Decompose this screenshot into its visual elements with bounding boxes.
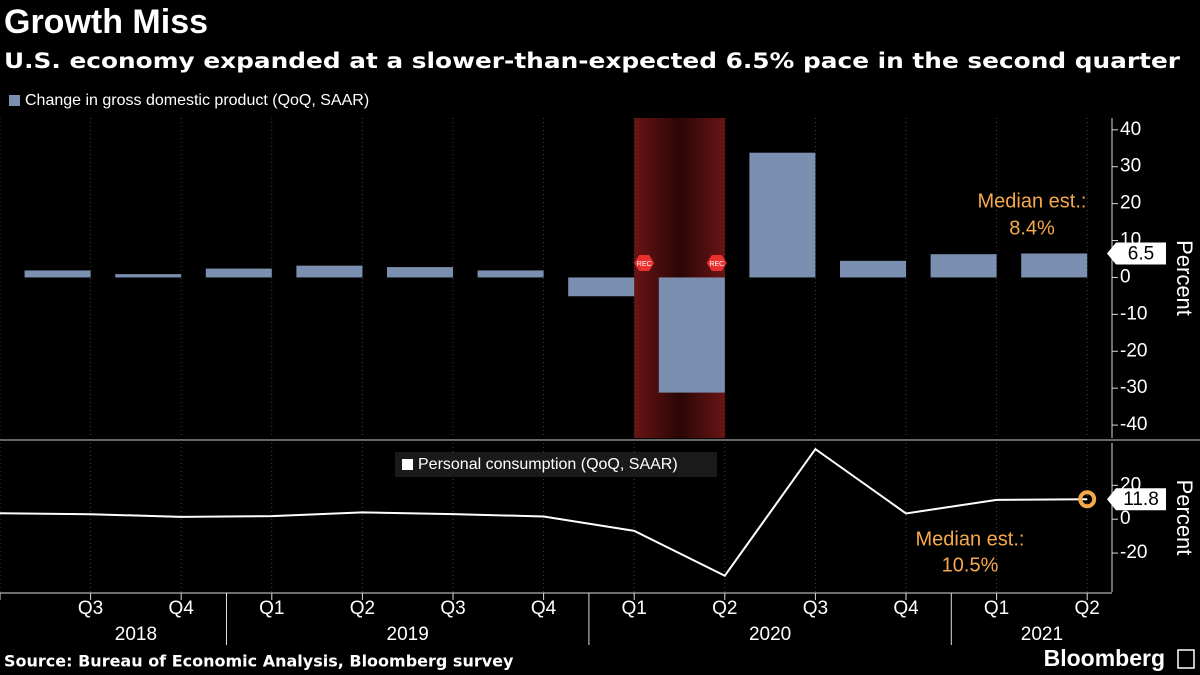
x-tick-label: Q1 <box>984 598 1009 619</box>
x-tick-label: Q3 <box>803 598 828 619</box>
y-tick-label: 0 <box>1120 508 1131 529</box>
year-label: 2021 <box>1021 624 1063 645</box>
annotation: Median est.: <box>978 190 1087 212</box>
recession-label: REC <box>637 261 652 268</box>
legend-label: Change in gross domestic product (QoQ, S… <box>25 92 369 109</box>
recession-marker <box>706 255 727 271</box>
x-tick-label: Q2 <box>350 598 375 619</box>
bar <box>24 270 91 278</box>
recession-marker <box>634 255 655 271</box>
y-tick-label: -10 <box>1120 303 1147 324</box>
value-label: 11.8 <box>1123 489 1159 510</box>
y-tick-label: 30 <box>1120 156 1141 177</box>
bar <box>568 277 635 297</box>
legend-swatch <box>402 459 413 470</box>
annotation: Median est.: <box>916 528 1025 550</box>
bar <box>749 152 816 278</box>
x-tick-label: Q4 <box>169 598 195 619</box>
y-tick-label: 0 <box>1120 266 1131 287</box>
bar <box>658 277 725 393</box>
value-label-box <box>1107 488 1166 511</box>
year-label: 2020 <box>749 624 791 645</box>
source: Source: Bureau of Economic Analysis, Blo… <box>4 652 514 671</box>
y-tick-label: 20 <box>1120 193 1141 214</box>
bar <box>840 260 906 278</box>
x-tick-label: Q4 <box>893 598 919 619</box>
x-tick-label: Q1 <box>259 598 284 619</box>
y-tick-label: -20 <box>1120 542 1147 563</box>
subtitle: U.S. economy expanded at a slower-than-e… <box>4 49 1181 73</box>
y-tick-label: -30 <box>1120 377 1147 398</box>
x-tick-label: Q4 <box>531 598 557 619</box>
bar <box>205 268 272 278</box>
brand: Bloomberg <box>1044 645 1165 671</box>
y-tick-label: 40 <box>1120 119 1141 140</box>
legend-label: Personal consumption (QoQ, SAAR) <box>418 456 678 473</box>
annotation: 8.4% <box>1009 217 1055 239</box>
value-label-box <box>1107 242 1166 265</box>
x-tick-label: Q2 <box>712 598 737 619</box>
x-tick-label: Q3 <box>78 598 103 619</box>
x-tick-label: Q2 <box>1075 598 1100 619</box>
chart-title: Growth Miss <box>4 3 208 41</box>
y-axis-label: Percent <box>1172 480 1197 556</box>
bar <box>1021 253 1088 278</box>
legend-swatch <box>9 95 20 106</box>
bar <box>387 267 453 278</box>
line <box>0 447 1088 578</box>
x-tick-label: Q1 <box>622 598 647 619</box>
bar <box>296 265 363 278</box>
year-label: 2019 <box>387 624 429 645</box>
year-label: 2018 <box>115 624 157 645</box>
legend-box <box>395 452 717 477</box>
value-label: 6.5 <box>1128 243 1154 264</box>
bar <box>477 270 544 278</box>
last-point <box>1078 490 1097 509</box>
recession-label: REC <box>709 261 724 268</box>
y-tick-label: -20 <box>1120 340 1147 361</box>
bar <box>115 274 182 278</box>
y-tick-label: -40 <box>1120 414 1147 435</box>
annotation: 10.5% <box>942 554 999 576</box>
y-axis-label: Percent <box>1172 240 1197 316</box>
bar <box>930 254 997 278</box>
brand-icon <box>1177 649 1195 669</box>
x-tick-label: Q3 <box>440 598 465 619</box>
